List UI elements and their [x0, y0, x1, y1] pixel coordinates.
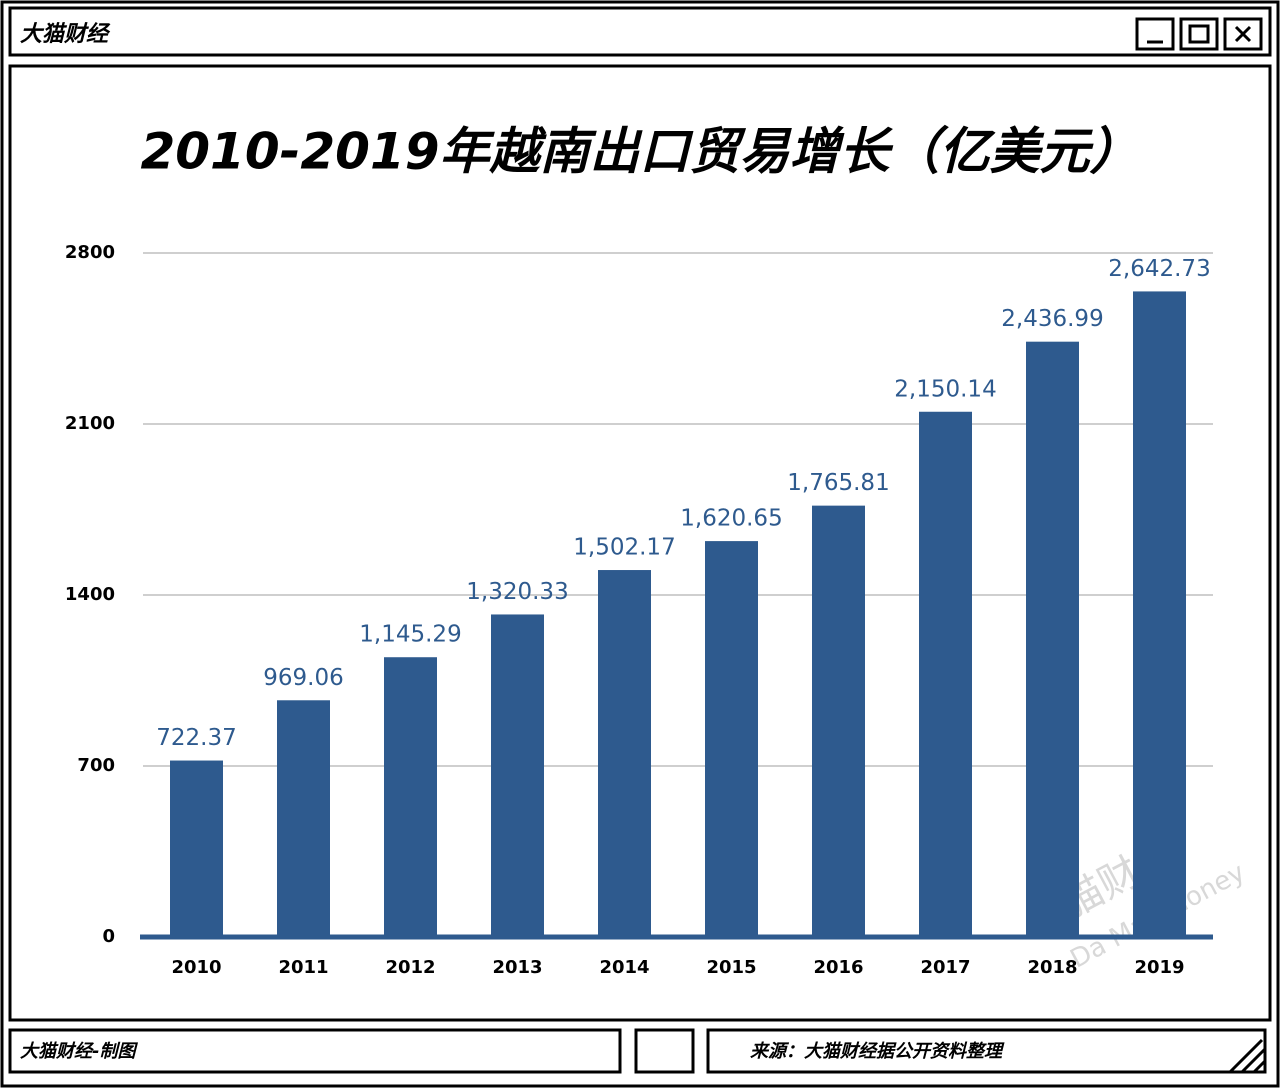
value-label: 1,145.29: [359, 622, 461, 648]
x-tick-label: 2017: [920, 957, 970, 978]
bar: [598, 570, 651, 937]
value-label: 1,765.81: [787, 470, 889, 496]
footer-left-box: [8, 1028, 622, 1074]
x-tick-label: 2010: [171, 957, 221, 978]
x-tick-label: 2015: [706, 957, 756, 978]
bar: [1133, 291, 1186, 937]
footer-right: 来源：大猫财经据公开资料整理: [750, 1041, 1005, 1062]
x-tick-label: 2018: [1027, 957, 1077, 978]
value-label: 2,436.99: [1001, 306, 1103, 332]
y-tick-label: 1400: [65, 584, 115, 605]
footer-left: 大猫财经-制图: [20, 1041, 138, 1062]
bar: [384, 657, 437, 937]
y-tick-label: 0: [102, 926, 115, 947]
value-label: 1,620.65: [680, 506, 782, 532]
footer-stripes: [1228, 1038, 1267, 1074]
bar: [812, 505, 865, 937]
y-tick-label: 2100: [65, 413, 115, 434]
value-label: 1,502.17: [573, 535, 675, 561]
x-tick-label: 2014: [599, 957, 649, 978]
bar: [919, 411, 972, 937]
bar: [491, 614, 544, 937]
x-tick-label: 2013: [492, 957, 542, 978]
close-button[interactable]: [1223, 17, 1263, 51]
footer-middle-box: [634, 1028, 695, 1074]
bar: [277, 700, 330, 937]
bar: [170, 760, 223, 937]
bar: [705, 541, 758, 937]
maximize-button[interactable]: [1179, 17, 1219, 51]
value-label: 722.37: [156, 725, 236, 751]
value-label: 2,150.14: [894, 376, 996, 402]
x-tick-label: 2019: [1134, 957, 1184, 978]
x-tick-label: 2012: [385, 957, 435, 978]
window-title: 大猫财经: [20, 21, 111, 47]
close-icon: [1234, 25, 1252, 43]
value-label: 969.06: [263, 665, 343, 691]
x-tick-label: 2011: [278, 957, 328, 978]
minimize-button[interactable]: [1135, 17, 1175, 51]
x-tick-label: 2016: [813, 957, 863, 978]
value-label: 2,642.73: [1108, 256, 1210, 282]
chart-panel: [8, 64, 1272, 1022]
chart-title: 2010-2019年越南出口贸易增长（亿美元）: [140, 123, 1139, 181]
y-tick-label: 2800: [65, 242, 115, 263]
title-bar: [8, 6, 1272, 57]
y-tick-label: 700: [77, 755, 115, 776]
value-label: 1,320.33: [466, 579, 568, 605]
maximize-icon: [1188, 24, 1210, 44]
bar: [1026, 341, 1079, 937]
window-buttons[interactable]: [1135, 17, 1263, 51]
